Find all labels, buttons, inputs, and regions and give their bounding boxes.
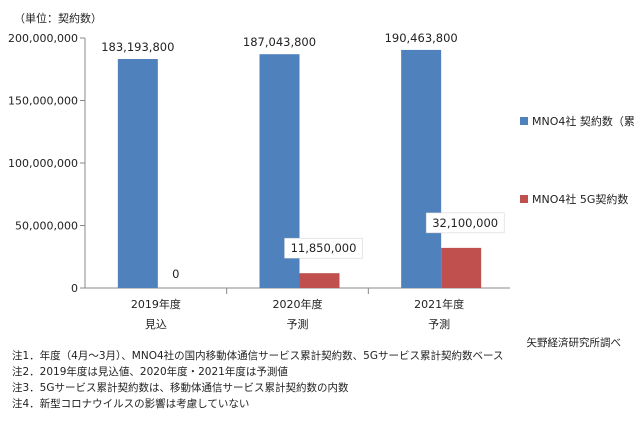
bar-5g xyxy=(299,273,340,288)
x-tick-label: 2020年度 xyxy=(273,297,323,311)
bar-chart: （単位：契約数） 0 50,000,000 100,000,000 150,000,00… xyxy=(8,11,635,331)
y-tick-label: 100,000,000 xyxy=(8,157,78,170)
footnotes: 注1．年度（4月～3月）、MNO4社の国内移動体通信サービス累計契約数、5Gサー… xyxy=(12,348,503,412)
data-label-box xyxy=(284,237,363,259)
data-label-box xyxy=(425,212,505,234)
y-tick-label: 50,000,000 xyxy=(15,220,78,233)
data-label: 190,463,800 xyxy=(385,31,458,45)
x-tick-label: 2021年度 xyxy=(414,297,464,311)
footnote-4: 注4．新型コロナウイルスの影響は考慮していない xyxy=(12,398,250,410)
footnote-2: 注2．2019年度は見込値、2020年度・2021年度は予測値 xyxy=(12,366,288,378)
unit-label: （単位：契約数） xyxy=(14,11,102,25)
bar-total xyxy=(117,59,158,288)
y-tick-label: 0 xyxy=(71,282,78,295)
bar-5g xyxy=(441,247,482,288)
y-tick-label: 200,000,000 xyxy=(8,32,78,45)
source-note: 矢野経済研究所調べ xyxy=(526,337,622,349)
footnote-3: 注3．5Gサービス累計契約数は、移動体通信サービス累計契約数の内数 xyxy=(12,382,349,394)
x-tick-label: 2019年度 xyxy=(131,297,181,311)
footnote-1: 注1．年度（4月～3月）、MNO4社の国内移動体通信サービス累計契約数、5Gサー… xyxy=(12,350,504,362)
data-label: 0 xyxy=(172,267,179,281)
legend-label: MNO4社 5G契約数（累計） xyxy=(532,192,635,206)
x-tick-sublabel: 予測 xyxy=(428,317,450,331)
x-tick-sublabel: 見込 xyxy=(145,318,167,331)
y-tick-label: 150,000,000 xyxy=(8,95,78,108)
data-label: 32,100,000 xyxy=(432,216,498,230)
x-tick-sublabel: 予測 xyxy=(287,317,309,331)
legend-swatch xyxy=(520,117,528,125)
data-label: 187,043,800 xyxy=(243,35,316,49)
legend-label: MNO4社 契約数（累計） xyxy=(532,114,635,128)
data-label: 11,850,000 xyxy=(291,241,357,255)
data-label: 183,193,800 xyxy=(101,40,174,54)
legend-swatch xyxy=(520,195,528,203)
bar-total xyxy=(401,49,442,288)
